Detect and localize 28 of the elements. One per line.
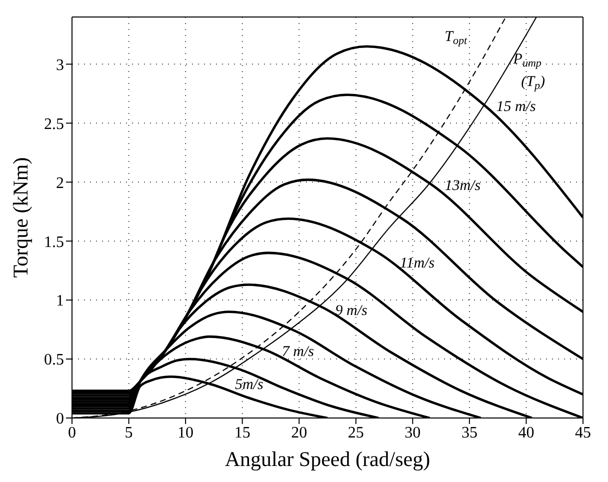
x-tick-label: 0	[68, 424, 76, 442]
x-tick-label: 35	[461, 424, 478, 442]
annotation: 11m/s	[400, 256, 435, 272]
annotation: 9 m/s	[335, 303, 368, 320]
y-tick-label: 2	[56, 174, 64, 192]
y-tick-label: 0	[56, 410, 64, 428]
annotation: 7 m/s	[282, 344, 314, 361]
annotation: T$_{opt}$	[444, 30, 468, 48]
y-axis-title: Torque (kNm)	[8, 157, 32, 278]
x-tick-label: 20	[291, 424, 308, 442]
x-tick-label: 5	[124, 424, 133, 442]
annotation: P$_{ump}$	[512, 52, 542, 70]
x-tick-label: 30	[404, 424, 421, 442]
x-axis-title: Angular Speed (rad/seg)	[224, 447, 430, 471]
y-tick-label: 1	[56, 292, 64, 310]
x-tick-label: 15	[234, 424, 250, 442]
y-tick-label: 1.5	[44, 234, 64, 251]
annotation: 13m/s	[444, 178, 481, 194]
annotation: (T$_{p}$)	[521, 74, 545, 92]
x-tick-label: 25	[348, 424, 364, 442]
y-tick-label: 2.5	[44, 116, 64, 133]
x-tick-label: 10	[178, 424, 194, 442]
annotation: 5m/s	[234, 378, 264, 394]
x-tick-label: 40	[518, 424, 534, 442]
x-tick-label: 45	[575, 424, 591, 442]
y-tick-label: 0.5	[44, 352, 64, 369]
annotation: 15 m/s	[496, 99, 536, 116]
y-tick-label: 3	[56, 56, 64, 74]
